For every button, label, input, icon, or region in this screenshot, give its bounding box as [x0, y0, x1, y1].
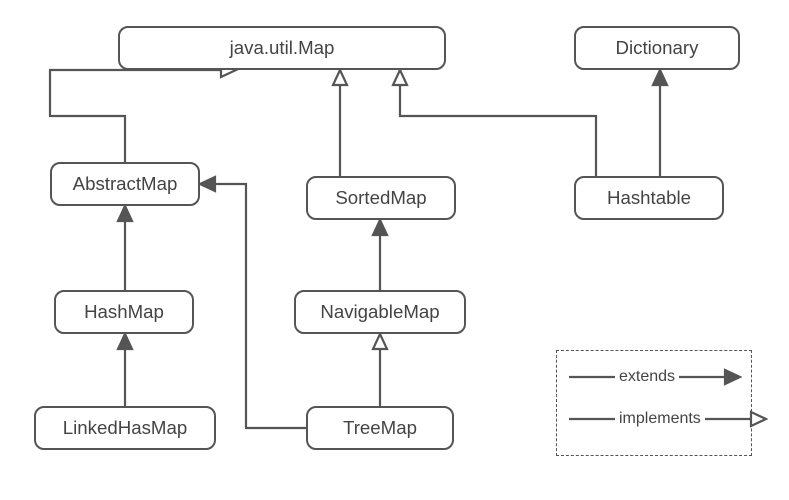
node-abstractmap: AbstractMap [50, 162, 200, 206]
node-label: LinkedHasMap [63, 417, 187, 439]
legend-row-extends: extends [569, 367, 742, 387]
node-dictionary: Dictionary [574, 26, 740, 70]
node-hashtable: Hashtable [574, 176, 724, 220]
legend-row-implements: implements [569, 409, 768, 429]
node-label: NavigableMap [320, 301, 439, 323]
node-linkedhashmap: LinkedHasMap [34, 406, 216, 450]
node-navigablemap: NavigableMap [294, 290, 466, 334]
arrow-icon [569, 367, 615, 387]
legend-label: extends [619, 368, 675, 386]
node-label: HashMap [84, 301, 164, 323]
node-label: AbstractMap [73, 173, 178, 195]
arrowhead-icon [705, 409, 768, 429]
node-label: SortedMap [335, 187, 426, 209]
node-java-util-map: java.util.Map [118, 26, 446, 70]
node-hashmap: HashMap [54, 290, 194, 334]
node-sortedmap: SortedMap [306, 176, 456, 220]
legend-label: implements [619, 410, 701, 428]
diagram-canvas: { "type": "class-hierarchy-diagram", "ca… [0, 0, 789, 500]
node-treemap: TreeMap [306, 406, 454, 450]
arrowhead-icon [679, 367, 742, 387]
node-label: TreeMap [343, 417, 417, 439]
arrow-icon [569, 409, 615, 429]
legend-box: extends implements [556, 350, 752, 456]
node-label: Dictionary [616, 37, 699, 59]
node-label: Hashtable [607, 187, 691, 209]
node-label: java.util.Map [230, 37, 335, 59]
